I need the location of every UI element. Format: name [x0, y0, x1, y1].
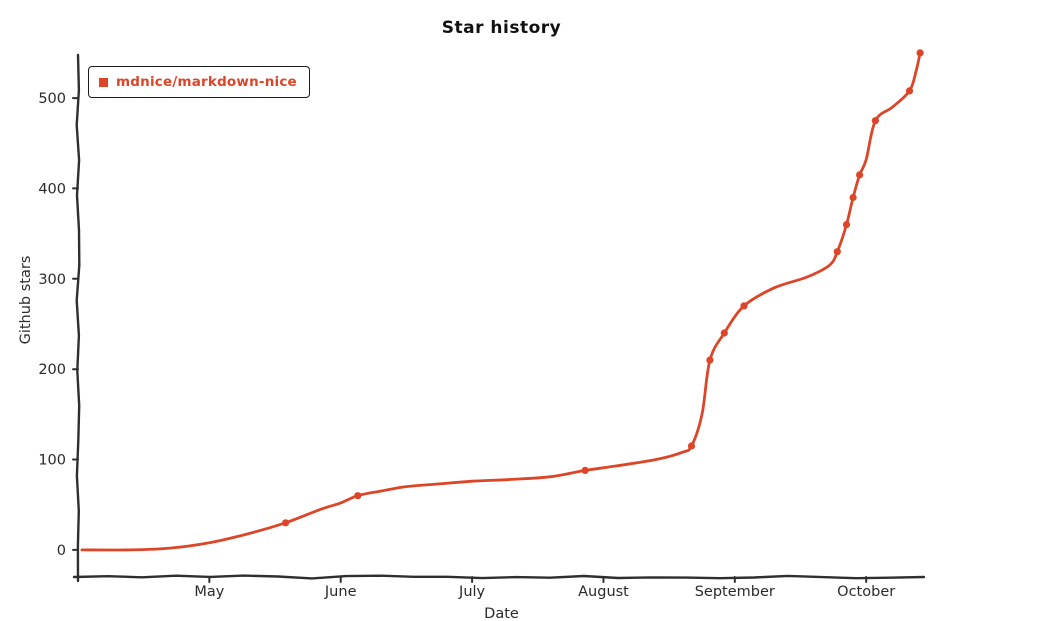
data-point-marker: [282, 519, 290, 527]
y-tick-label: 300: [38, 272, 66, 288]
data-point-marker: [833, 248, 841, 256]
legend: mdnice/markdown-nice: [88, 66, 310, 98]
data-point-marker: [849, 193, 857, 202]
x-tick-label: May: [194, 584, 224, 600]
y-tick-label: 500: [38, 91, 66, 107]
x-tick-label: September: [695, 584, 775, 600]
data-point-marker: [720, 329, 728, 337]
data-point-marker: [740, 302, 748, 310]
data-point-marker: [856, 171, 864, 179]
x-axis-label: Date: [484, 606, 519, 621]
x-axis-line: [72, 574, 926, 580]
x-tick-label: October: [837, 584, 895, 600]
y-tick-label: 400: [38, 181, 66, 197]
data-point-marker: [871, 117, 880, 125]
series-line: [80, 51, 922, 552]
y-tick-label: 100: [38, 453, 66, 469]
y-axis-label: Github stars: [18, 255, 34, 345]
data-point-marker: [842, 221, 851, 229]
x-tick-label: July: [458, 584, 485, 600]
data-point-marker: [354, 492, 362, 500]
legend-series-label: mdnice/markdown-nice: [116, 74, 297, 90]
x-tick-label: August: [578, 584, 629, 600]
legend-series-swatch-icon: [99, 77, 108, 87]
data-point-marker: [581, 466, 589, 474]
data-point-marker: [916, 49, 924, 57]
x-tick-label: June: [324, 584, 357, 600]
y-tick-label: 0: [57, 543, 66, 559]
data-point-marker: [706, 356, 714, 364]
data-point-marker: [905, 87, 914, 95]
data-point-marker: [687, 442, 696, 450]
y-axis-line: [75, 53, 81, 583]
chart-title: Star history: [441, 18, 562, 38]
y-tick-label: 200: [38, 362, 66, 378]
